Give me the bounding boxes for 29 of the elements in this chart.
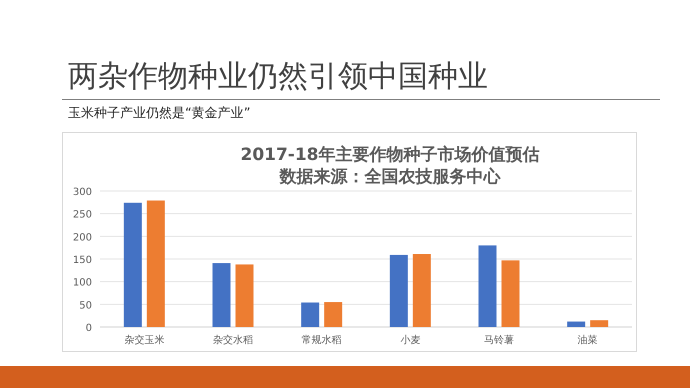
bar [324, 302, 342, 327]
bar [478, 245, 496, 327]
text: 两杂作物种业仍然引领中国种业 [68, 59, 488, 94]
x-tick-label: 小麦 [400, 334, 420, 346]
y-tick-label: 200 [72, 232, 92, 244]
y-tick-label: 50 [79, 300, 92, 312]
bar [301, 302, 320, 327]
bar [390, 254, 408, 327]
y-tick-label: 100 [72, 278, 92, 289]
y-tick-label: 0 [86, 323, 92, 334]
text: 玉米种子产业仍然是“黄金产业” [68, 106, 250, 121]
x-tick-label: 杂交玉米 [124, 334, 164, 346]
bar [412, 254, 431, 327]
bar [236, 264, 254, 327]
x-tick-label: 油菜 [578, 334, 598, 346]
chart-subtitle: 数据来源：全国农技服务中心 [278, 167, 502, 187]
bar [502, 260, 520, 327]
x-tick-label: 杂交水稻 [213, 334, 253, 346]
bar [146, 200, 165, 327]
bar [590, 320, 608, 327]
x-tick-label: 马铃薯 [484, 334, 514, 346]
y-tick-label: 250 [72, 210, 92, 221]
y-tick-label: 150 [72, 255, 92, 266]
y-tick-label: 300 [72, 187, 92, 198]
chart-title: 2017-18年主要作物种子市场价值预估 [240, 145, 540, 165]
bar [567, 322, 586, 327]
bar [212, 263, 230, 327]
bar [124, 202, 142, 327]
x-tick-label: 常规水稻 [302, 334, 342, 346]
